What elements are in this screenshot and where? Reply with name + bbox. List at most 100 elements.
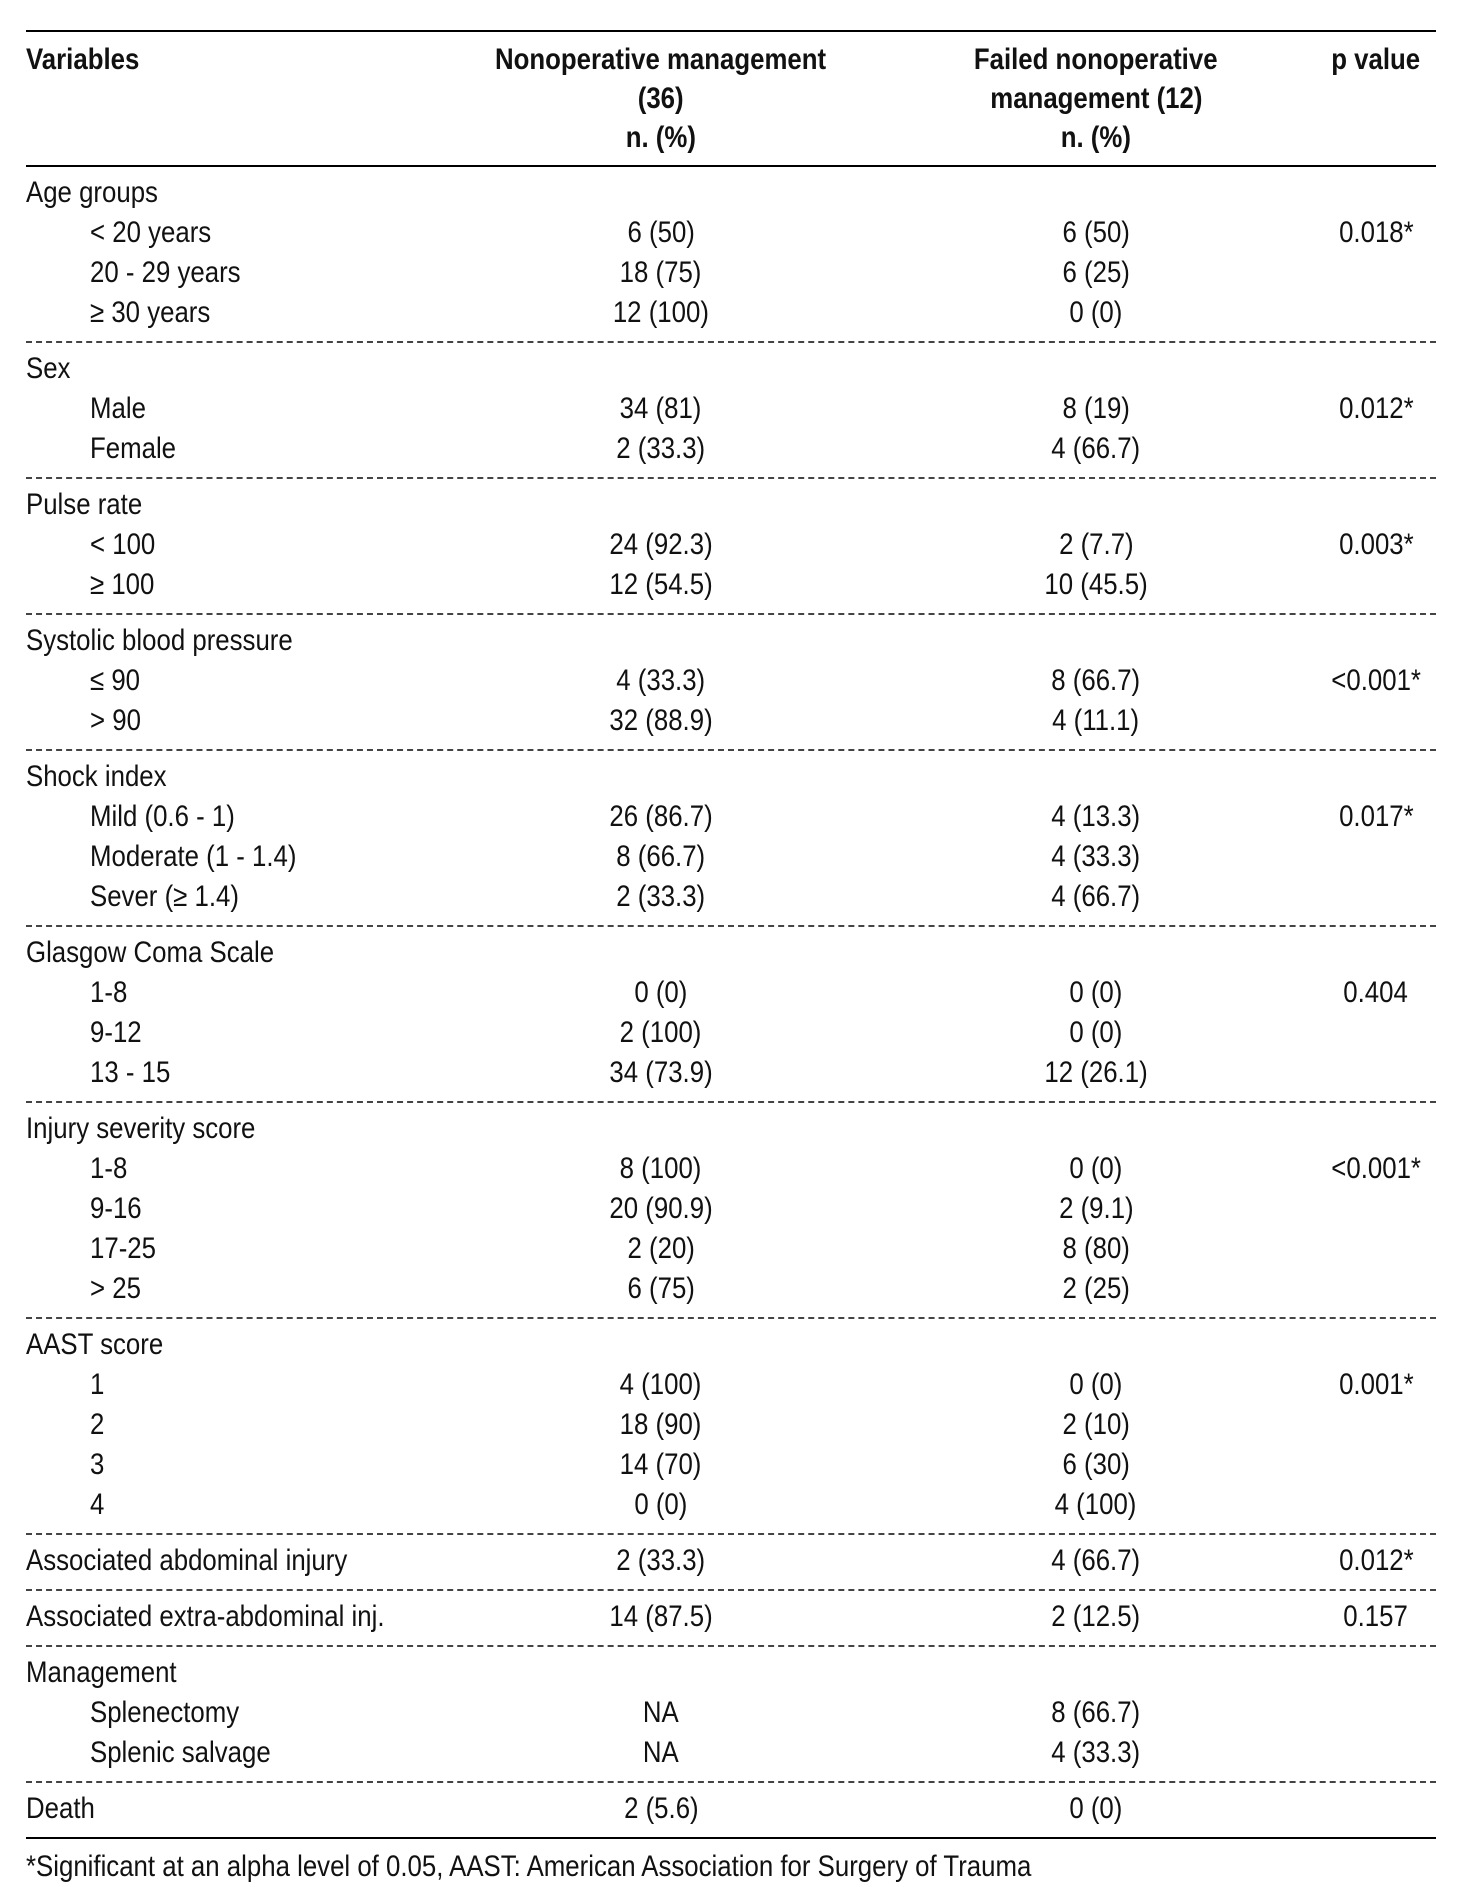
table-row: Male 34 (81) 8 (19) 0.012* [26,389,1436,429]
header-p-value: p value [1331,43,1421,76]
nonoperative-value: 6 (75) [446,1269,876,1309]
row-label: Associated abdominal injury [26,1541,446,1581]
failed-nonoperative-value: 2 (25) [876,1269,1316,1309]
footnote: *Significant at an alpha level of 0.05, … [26,1850,1032,1883]
group-title-text: AAST score [26,1328,164,1361]
group-divider [26,1101,1436,1103]
p-value: 0.012* [1316,1541,1436,1581]
table-row: Sever (≥ 1.4) 2 (33.3) 4 (66.7) [26,877,1436,917]
p-value-text: 0.012* [1338,1544,1414,1577]
row-label: 17-25 [26,1229,446,1269]
table-row: Splenectomy NA 8 (66.7) [26,1693,1436,1733]
failed-nonoperative-value-text: 6 (50) [1062,216,1130,249]
nonoperative-value-text: 14 (87.5) [609,1600,713,1633]
nonoperative-value-text: 4 (100) [620,1368,702,1401]
group-title: AAST score [26,1325,446,1365]
failed-nonoperative-value: 0 (0) [876,973,1316,1013]
row-label: ≤ 90 [26,661,446,701]
table-row: 1-8 8 (100) 0 (0) <0.001* [26,1149,1436,1189]
failed-nonoperative-value-text: 4 (33.3) [1051,1736,1141,1769]
group-title-row: Systolic blood pressure [26,621,1436,661]
p-value [1316,1053,1436,1093]
nonoperative-value: 4 (100) [446,1365,876,1405]
header-failed-nonoperative: Failed nonoperative management (12) n. (… [974,43,1218,154]
p-value [1316,1269,1436,1309]
group-title: Shock index [26,757,446,797]
failed-nonoperative-value: 0 (0) [876,293,1316,333]
failed-nonoperative-value-text: 8 (80) [1062,1232,1130,1265]
group-title-row: Shock index [26,757,1436,797]
nonoperative-value: 2 (33.3) [446,1541,876,1581]
failed-nonoperative-value-text: 4 (33.3) [1051,840,1141,873]
nonoperative-value-text: 14 (70) [620,1448,702,1481]
failed-nonoperative-value-text: 6 (25) [1062,256,1130,289]
nonoperative-value: 12 (100) [446,293,876,333]
header-variables: Variables [26,43,140,76]
p-value-text: 0.157 [1343,1600,1409,1633]
group-title-row: Management [26,1653,1436,1693]
row-label: 4 [26,1485,446,1525]
variable-group: Death 2 (5.6) 0 (0) [26,1783,1436,1837]
failed-nonoperative-value-text: 0 (0) [1069,1152,1123,1185]
table-row: Death 2 (5.6) 0 (0) [26,1789,1436,1829]
nonoperative-value-text: 8 (66.7) [616,840,706,873]
row-label-text: 1-8 [90,1152,128,1185]
group-title: Pulse rate [26,485,446,525]
failed-nonoperative-value: 4 (66.7) [876,877,1316,917]
failed-nonoperative-value: 4 (66.7) [876,429,1316,469]
failed-nonoperative-value: 2 (10) [876,1405,1316,1445]
nonoperative-value: 14 (87.5) [446,1597,876,1637]
failed-nonoperative-value-text: 12 (26.1) [1044,1056,1148,1089]
row-label: Male [26,389,446,429]
nonoperative-value-text: 32 (88.9) [609,704,713,737]
group-divider [26,749,1436,751]
p-value [1316,1693,1436,1733]
p-value [1316,253,1436,293]
nonoperative-value-text: 2 (20) [627,1232,695,1265]
header-nonoperative: Nonoperative management (36) n. (%) [495,43,827,154]
p-value-text: <0.001* [1331,664,1421,697]
row-label-text: 2 [90,1408,105,1441]
nonoperative-value: 26 (86.7) [446,797,876,837]
failed-nonoperative-value: 2 (9.1) [876,1189,1316,1229]
row-label: Associated extra-abdominal inj. [26,1597,446,1637]
group-title-row: Injury severity score [26,1109,1436,1149]
group-title: Sex [26,349,446,389]
failed-nonoperative-value: 4 (66.7) [876,1541,1316,1581]
group-title-row: Age groups [26,173,1436,213]
group-title: Injury severity score [26,1109,446,1149]
table-row: Associated extra-abdominal inj. 14 (87.5)… [26,1597,1436,1637]
row-label-text: 9-16 [90,1192,142,1225]
p-value-text: 0.018* [1338,216,1414,249]
row-label: 2 [26,1405,446,1445]
p-value [1316,1229,1436,1269]
failed-nonoperative-value: 4 (33.3) [876,837,1316,877]
table-row: ≤ 90 4 (33.3) 8 (66.7) <0.001* [26,661,1436,701]
nonoperative-value-text: 20 (90.9) [609,1192,713,1225]
nonoperative-value-text: 12 (54.5) [609,568,713,601]
failed-nonoperative-value-text: 4 (11.1) [1052,704,1140,737]
table-row: Splenic salvage NA 4 (33.3) [26,1733,1436,1773]
failed-nonoperative-value-text: 0 (0) [1069,1792,1123,1825]
row-label-text: > 25 [90,1272,141,1305]
table-row: < 100 24 (92.3) 2 (7.7) 0.003* [26,525,1436,565]
nonoperative-value: 0 (0) [446,1485,876,1525]
nonoperative-value: NA [446,1733,876,1773]
row-label: Mild (0.6 - 1) [26,797,446,837]
table-row: > 25 6 (75) 2 (25) [26,1269,1436,1309]
variable-group: AAST score 1 4 (100) 0 (0) 0.001* 2 18 (90) 2 (… [26,1319,1436,1533]
row-label: Splenectomy [26,1693,446,1733]
group-title-text: Sex [26,352,71,385]
nonoperative-value: 6 (50) [446,213,876,253]
group-divider [26,1645,1436,1647]
row-label-text: 13 - 15 [90,1056,171,1089]
failed-nonoperative-value-text: 0 (0) [1069,1368,1123,1401]
group-title-text: Injury severity score [26,1112,256,1145]
failed-nonoperative-value-text: 2 (25) [1062,1272,1130,1305]
table-row: 1-8 0 (0) 0 (0) 0.404 [26,973,1436,1013]
group-title: Age groups [26,173,446,213]
row-label: Moderate (1 - 1.4) [26,837,446,877]
nonoperative-value: 18 (75) [446,253,876,293]
failed-nonoperative-value-text: 2 (9.1) [1058,1192,1134,1225]
failed-nonoperative-value-text: 4 (66.7) [1051,880,1141,913]
